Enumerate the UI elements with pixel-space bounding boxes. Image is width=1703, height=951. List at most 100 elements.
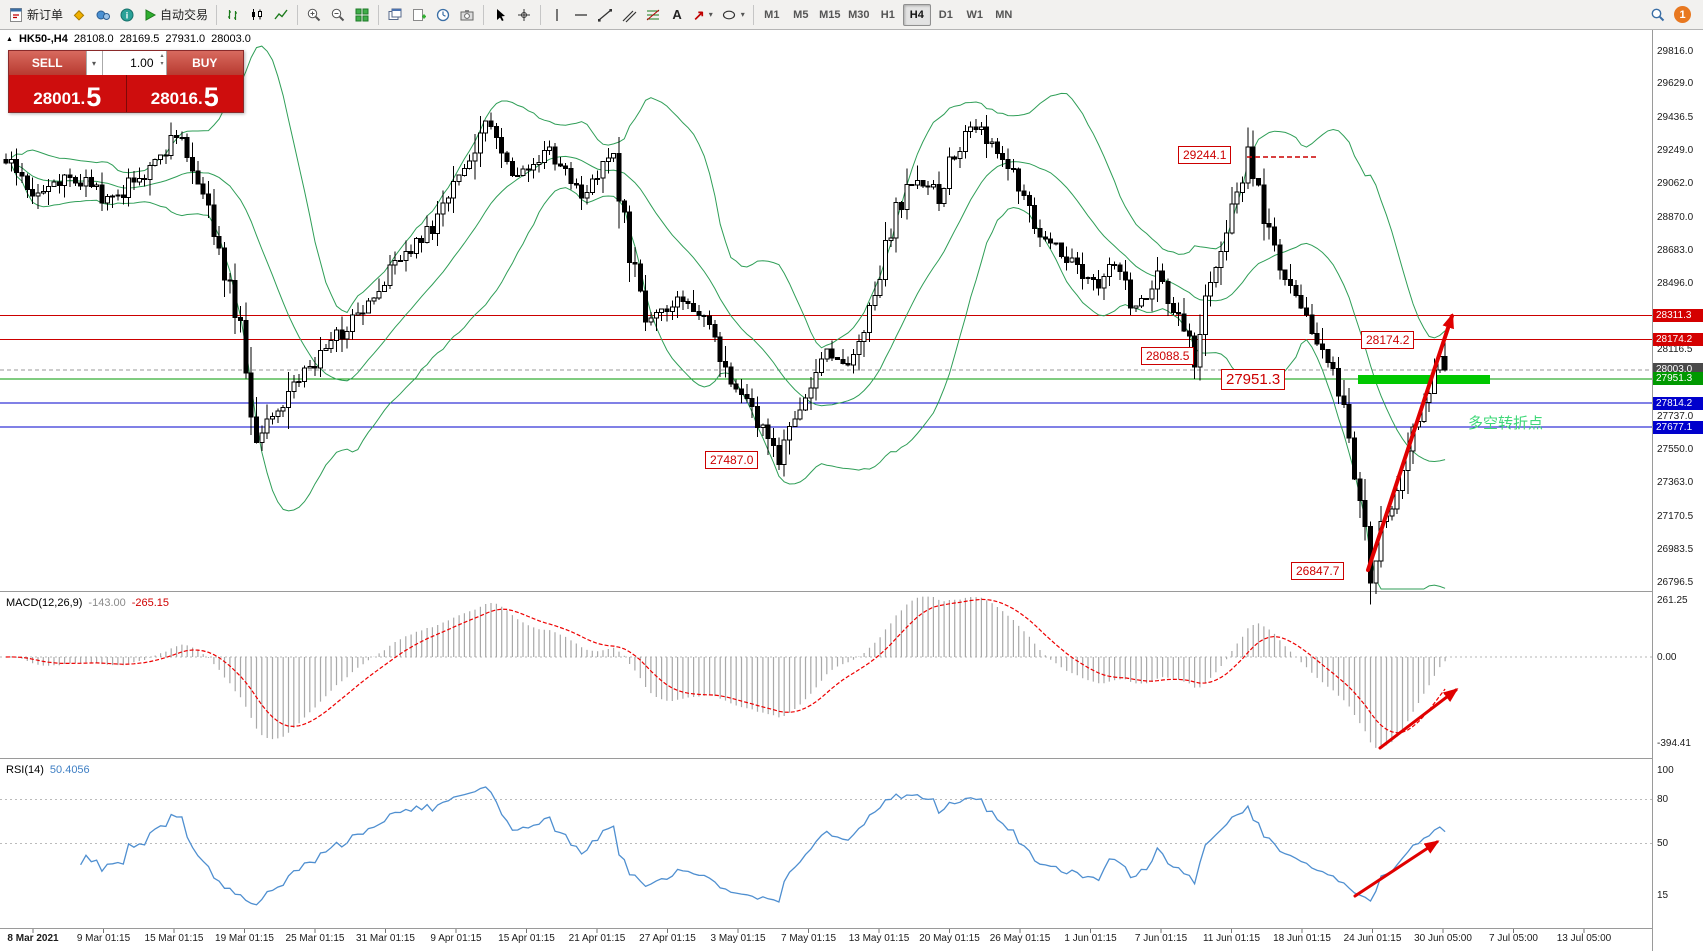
text-tool[interactable]: A <box>665 3 689 27</box>
candle-body <box>483 120 489 134</box>
search-button[interactable] <box>1646 3 1670 27</box>
volume-dropdown[interactable]: ▾ <box>85 51 103 75</box>
price-tick: 29629.0 <box>1657 78 1694 90</box>
timeframe-h4[interactable]: H4 <box>902 3 931 26</box>
buy-button[interactable]: BUY <box>166 51 243 75</box>
crosshair-tool-button[interactable] <box>512 3 536 27</box>
candle-body <box>1000 153 1006 160</box>
price-annotation[interactable]: 27487.0 <box>705 451 759 469</box>
candle-body <box>1266 223 1272 228</box>
timeframe-mn[interactable]: MN <box>990 4 1018 26</box>
candle-body <box>1245 146 1251 184</box>
timeframe-m15[interactable]: M15 <box>816 4 844 26</box>
new-order-button[interactable]: 新订单 <box>4 3 67 27</box>
timeframe-m1[interactable]: M1 <box>758 4 786 26</box>
candle-body <box>792 418 798 428</box>
candle-body <box>286 390 291 409</box>
buy-price[interactable]: 28016. 5 <box>150 82 219 113</box>
candle-body <box>1101 275 1107 289</box>
time-axis[interactable]: 8 Mar 2021 9 Mar 01:15 15 Mar 01:15 19 Mar … <box>0 930 1652 951</box>
price-annotation[interactable]: 26847.7 <box>1291 562 1345 580</box>
candle-body <box>1144 297 1150 300</box>
candle-body <box>557 163 563 167</box>
candle-body <box>339 329 345 340</box>
candle-body <box>749 398 755 408</box>
price-axis[interactable]: 29816.0 29629.0 29436.5 29249.0 29062.0 28870… <box>1652 30 1703 951</box>
timeframe-m30[interactable]: M30 <box>845 4 873 26</box>
arrows-tool[interactable]: ↗ ▾ <box>689 3 717 27</box>
sell-price[interactable]: 28001. 5 <box>9 75 127 112</box>
timeframe-m5[interactable]: M5 <box>787 4 815 26</box>
bar-chart-button[interactable] <box>221 3 245 27</box>
profiles-button[interactable] <box>91 3 115 27</box>
auto-trading-button[interactable]: 自动交易 <box>139 3 212 27</box>
fibonacci-tool[interactable] <box>641 3 665 27</box>
macd-main-value: -143.00 <box>88 597 126 609</box>
price-annotation[interactable]: 28088.5 <box>1141 347 1195 365</box>
info-button[interactable]: i <box>115 3 139 27</box>
timeframe-h1[interactable]: H1 <box>874 4 902 26</box>
rsi-axis-tick: 100 <box>1657 764 1674 776</box>
timeframe-d1[interactable]: D1 <box>932 4 960 26</box>
price-annotation[interactable]: 29244.1 <box>1178 146 1232 164</box>
chart-template-button[interactable] <box>407 3 431 27</box>
candle-body <box>243 319 249 374</box>
candle-body <box>403 251 409 262</box>
shapes-tool[interactable]: ▾ <box>717 3 749 27</box>
candle-body <box>611 153 617 159</box>
candle-body <box>691 303 697 312</box>
candlestick-chart-button[interactable] <box>245 3 269 27</box>
price-annotation[interactable]: 28174.2 <box>1361 331 1415 349</box>
trendline-tool[interactable] <box>593 3 617 27</box>
volume-input[interactable]: 1.00 ▴ ▾ <box>102 51 167 75</box>
tile-windows-button[interactable] <box>350 3 374 27</box>
zoom-in-button[interactable] <box>302 3 326 27</box>
candle-body <box>1176 311 1182 315</box>
price-tick: 26983.5 <box>1657 543 1694 555</box>
candle-body <box>392 260 398 266</box>
fibonacci-icon <box>646 9 660 20</box>
market-watch-button[interactable] <box>67 3 91 27</box>
candle-body <box>445 197 451 204</box>
channel-tool[interactable] <box>617 3 641 27</box>
candle-body <box>771 437 776 447</box>
volume-stepper[interactable]: ▴ ▾ <box>160 53 164 68</box>
timeframe-w1[interactable]: W1 <box>961 4 989 26</box>
vertical-line-tool[interactable] <box>545 3 569 27</box>
candle-body <box>371 297 377 302</box>
candle-body <box>914 179 920 186</box>
collapse-icon[interactable]: ▲ <box>6 35 13 43</box>
turning-point-note[interactable]: 多空转折点 <box>1468 415 1544 432</box>
cascade-windows-button[interactable] <box>383 3 407 27</box>
candle-body <box>206 193 211 206</box>
zoom-out-button[interactable] <box>326 3 350 27</box>
trend-arrow <box>1353 840 1440 898</box>
notification-badge[interactable]: 1 <box>1674 6 1691 23</box>
candle-body <box>424 226 430 243</box>
candle-body <box>755 406 760 428</box>
candle-body <box>978 126 984 130</box>
time-label: 7 Jun 01:15 <box>1134 933 1188 944</box>
screenshot-button[interactable] <box>455 3 479 27</box>
candle-body <box>296 380 302 383</box>
rsi-name: RSI(14) <box>6 764 44 776</box>
price-tag: 27677.1 <box>1653 420 1703 434</box>
sell-button[interactable]: SELL <box>9 51 86 75</box>
price-annotation[interactable]: 27951.3 <box>1221 369 1286 390</box>
candle-body <box>493 126 499 138</box>
candle-body <box>456 174 462 182</box>
cursor-tool-button[interactable] <box>488 3 512 27</box>
horizontal-line-tool[interactable] <box>569 3 593 27</box>
candle-body <box>723 360 728 368</box>
candle-body <box>1170 302 1176 313</box>
time-label: 7 Jul 05:00 <box>1489 933 1538 944</box>
candle-body <box>147 164 153 180</box>
new-order-label: 新订单 <box>27 8 64 22</box>
candle-body <box>131 177 137 183</box>
bars-icon <box>228 9 238 20</box>
line-chart-button[interactable] <box>269 3 293 27</box>
candle-body <box>1112 263 1118 266</box>
period-button[interactable] <box>431 3 455 27</box>
zoom-in-icon <box>307 8 321 21</box>
